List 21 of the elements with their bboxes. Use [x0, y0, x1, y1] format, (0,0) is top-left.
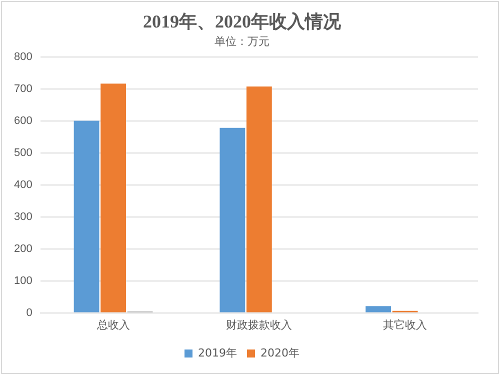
chart-title: 2019年、2020年收入情况 [143, 11, 342, 32]
bar [366, 306, 392, 312]
bar [74, 120, 100, 312]
x-tick-label: 财政拨款收入 [226, 318, 292, 332]
bar [100, 84, 126, 312]
y-tick-label: 700 [14, 82, 32, 95]
y-tick-label: 500 [14, 146, 32, 159]
x-tick-label: 总收入 [96, 318, 130, 332]
chart-subtitle: 单位：万元 [214, 35, 270, 48]
y-tick-label: 800 [14, 50, 32, 63]
y-tick-label: 400 [14, 178, 32, 191]
legend-label: 2020年 [260, 346, 300, 360]
bar [220, 128, 246, 312]
y-tick-label: 0 [26, 306, 32, 319]
y-tick-label: 600 [14, 114, 32, 127]
legend-label: 2019年 [198, 346, 238, 360]
y-tick-label: 200 [14, 242, 32, 255]
bar [246, 86, 272, 312]
y-tick-label: 100 [14, 274, 32, 287]
x-tick-label: 其它收入 [383, 318, 428, 332]
y-tick-label: 300 [14, 210, 32, 223]
